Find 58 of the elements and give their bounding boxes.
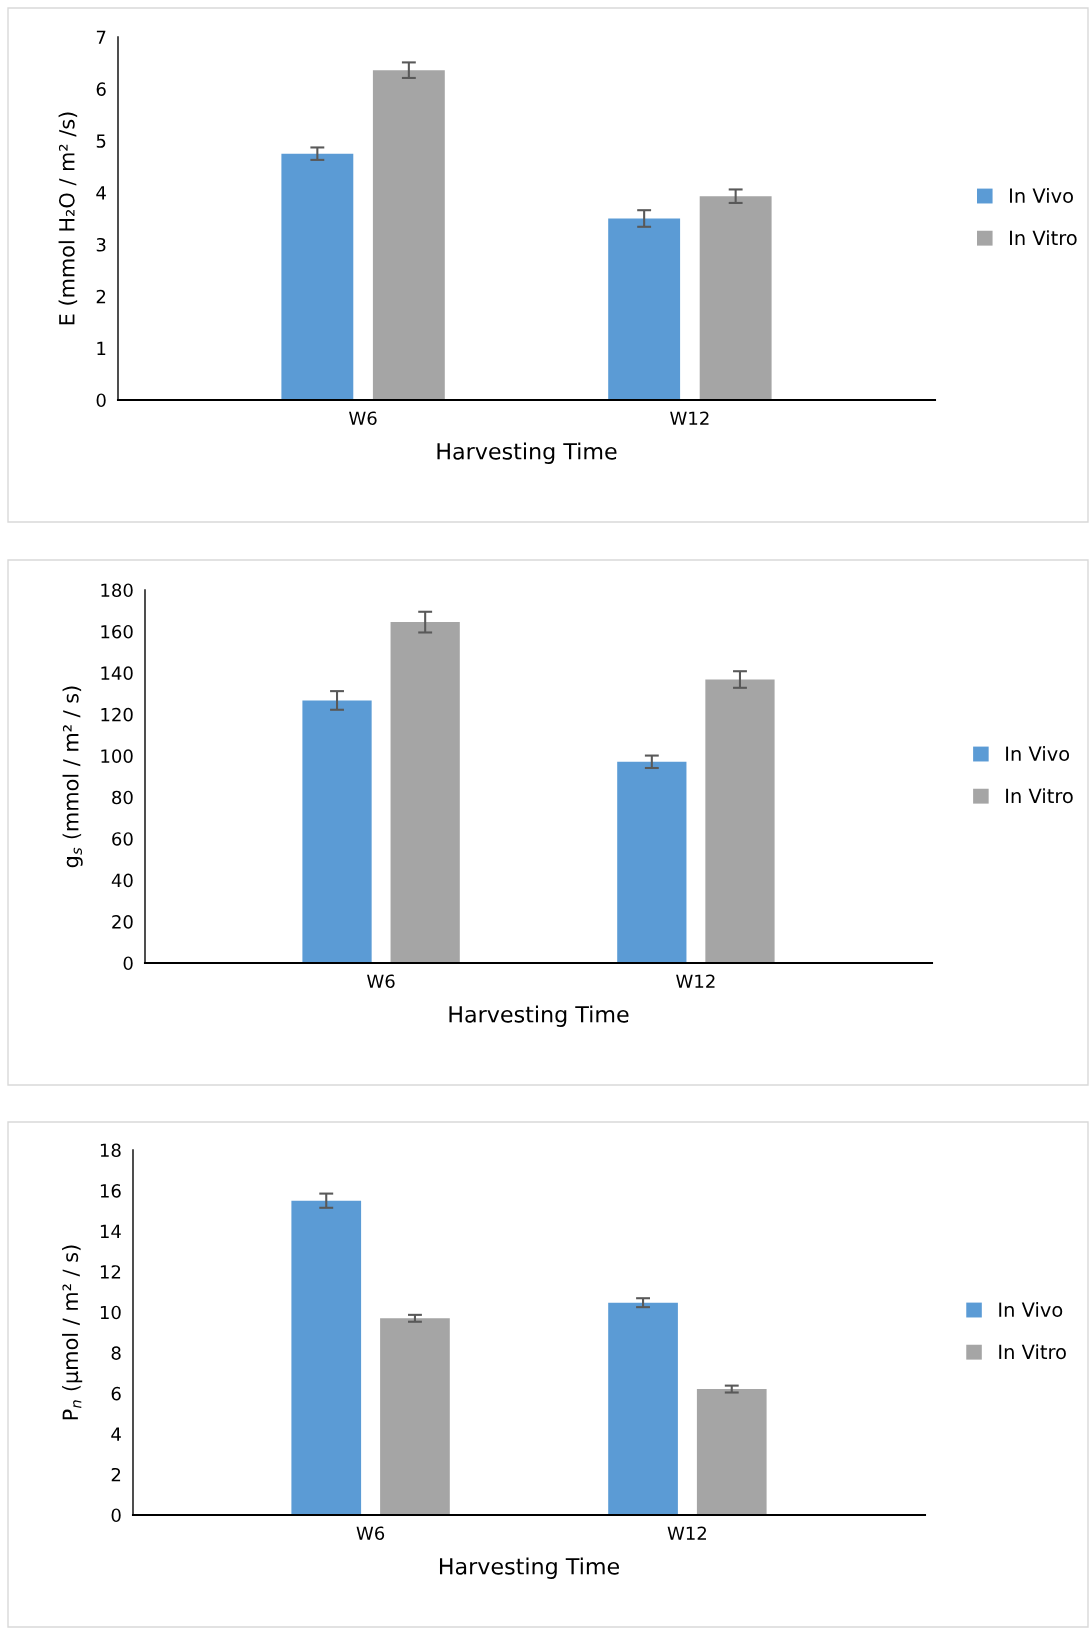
x-tick-label: W6 [367,974,395,989]
x-tick-label: W12 [667,1526,707,1540]
y-tick-label: 100 [101,749,133,763]
y-tick-label: 0 [123,956,133,971]
y-tick-label: 3 [96,237,106,252]
legend-label: In Vivo [1006,746,1070,762]
y-tick-label: 80 [112,790,133,805]
y-tick-label: 60 [112,832,133,846]
x-axis-title: Harvesting Time [449,1005,629,1027]
y-tick-label: 16 [100,1184,121,1198]
y-tick-label: 1 [97,341,106,355]
y-tick-label: 14 [100,1224,121,1238]
y-tick-label: 18 [100,1143,121,1158]
bar [372,70,445,400]
y-tick-label: 7 [96,30,106,44]
bar [699,196,772,400]
legend-label: In Vitro [1010,230,1077,246]
bar [608,218,681,400]
y-tick-label: 20 [112,915,133,929]
y-tick-label: 6 [96,82,106,96]
y-tick-label: 10 [100,1305,121,1320]
bar [291,1200,362,1515]
bar [696,1389,767,1515]
y-tick-label: 160 [101,624,133,639]
legend-label: In Vivo [999,1302,1063,1318]
x-axis-title: Harvesting Time [437,442,617,464]
y-axis-title: P$_{n}$ (µmol / m² / s) [62,1245,83,1420]
x-tick-label: W12 [670,411,709,425]
y-tick-label: 180 [101,583,133,598]
y-tick-label: 140 [101,666,133,681]
y-tick-label: 5 [96,134,106,148]
x-axis-title: Harvesting Time [439,1557,620,1579]
y-tick-label: 4 [96,186,106,200]
y-tick-label: 0 [111,1508,121,1523]
bar [608,1302,678,1515]
y-tick-label: 120 [101,707,133,722]
x-tick-label: W12 [676,974,715,988]
x-tick-label: W6 [356,1526,385,1541]
y-tick-label: 4 [111,1427,121,1441]
bar [281,153,354,400]
bar [380,1318,450,1515]
y-tick-label: 12 [100,1265,121,1279]
y-tick-label: 2 [111,1467,121,1482]
y-tick-label: 8 [111,1346,121,1360]
y-tick-label: 0 [96,393,106,408]
y-axis-title: g$_{s}$ (mmol / m² / s) [62,686,83,868]
legend-label: In Vivo [1010,188,1073,204]
legend-label: In Vitro [1006,788,1073,804]
bar [617,761,687,963]
bar [390,622,460,963]
bar [302,700,372,963]
y-axis-title: E (mmol H₂O / m² /s) [58,112,78,325]
legend-label: In Vitro [999,1344,1066,1360]
y-tick-label: 2 [96,289,106,304]
bar [705,679,775,963]
y-tick-label: 6 [111,1386,121,1401]
y-tick-label: 40 [111,873,133,888]
x-tick-label: W6 [349,411,377,426]
